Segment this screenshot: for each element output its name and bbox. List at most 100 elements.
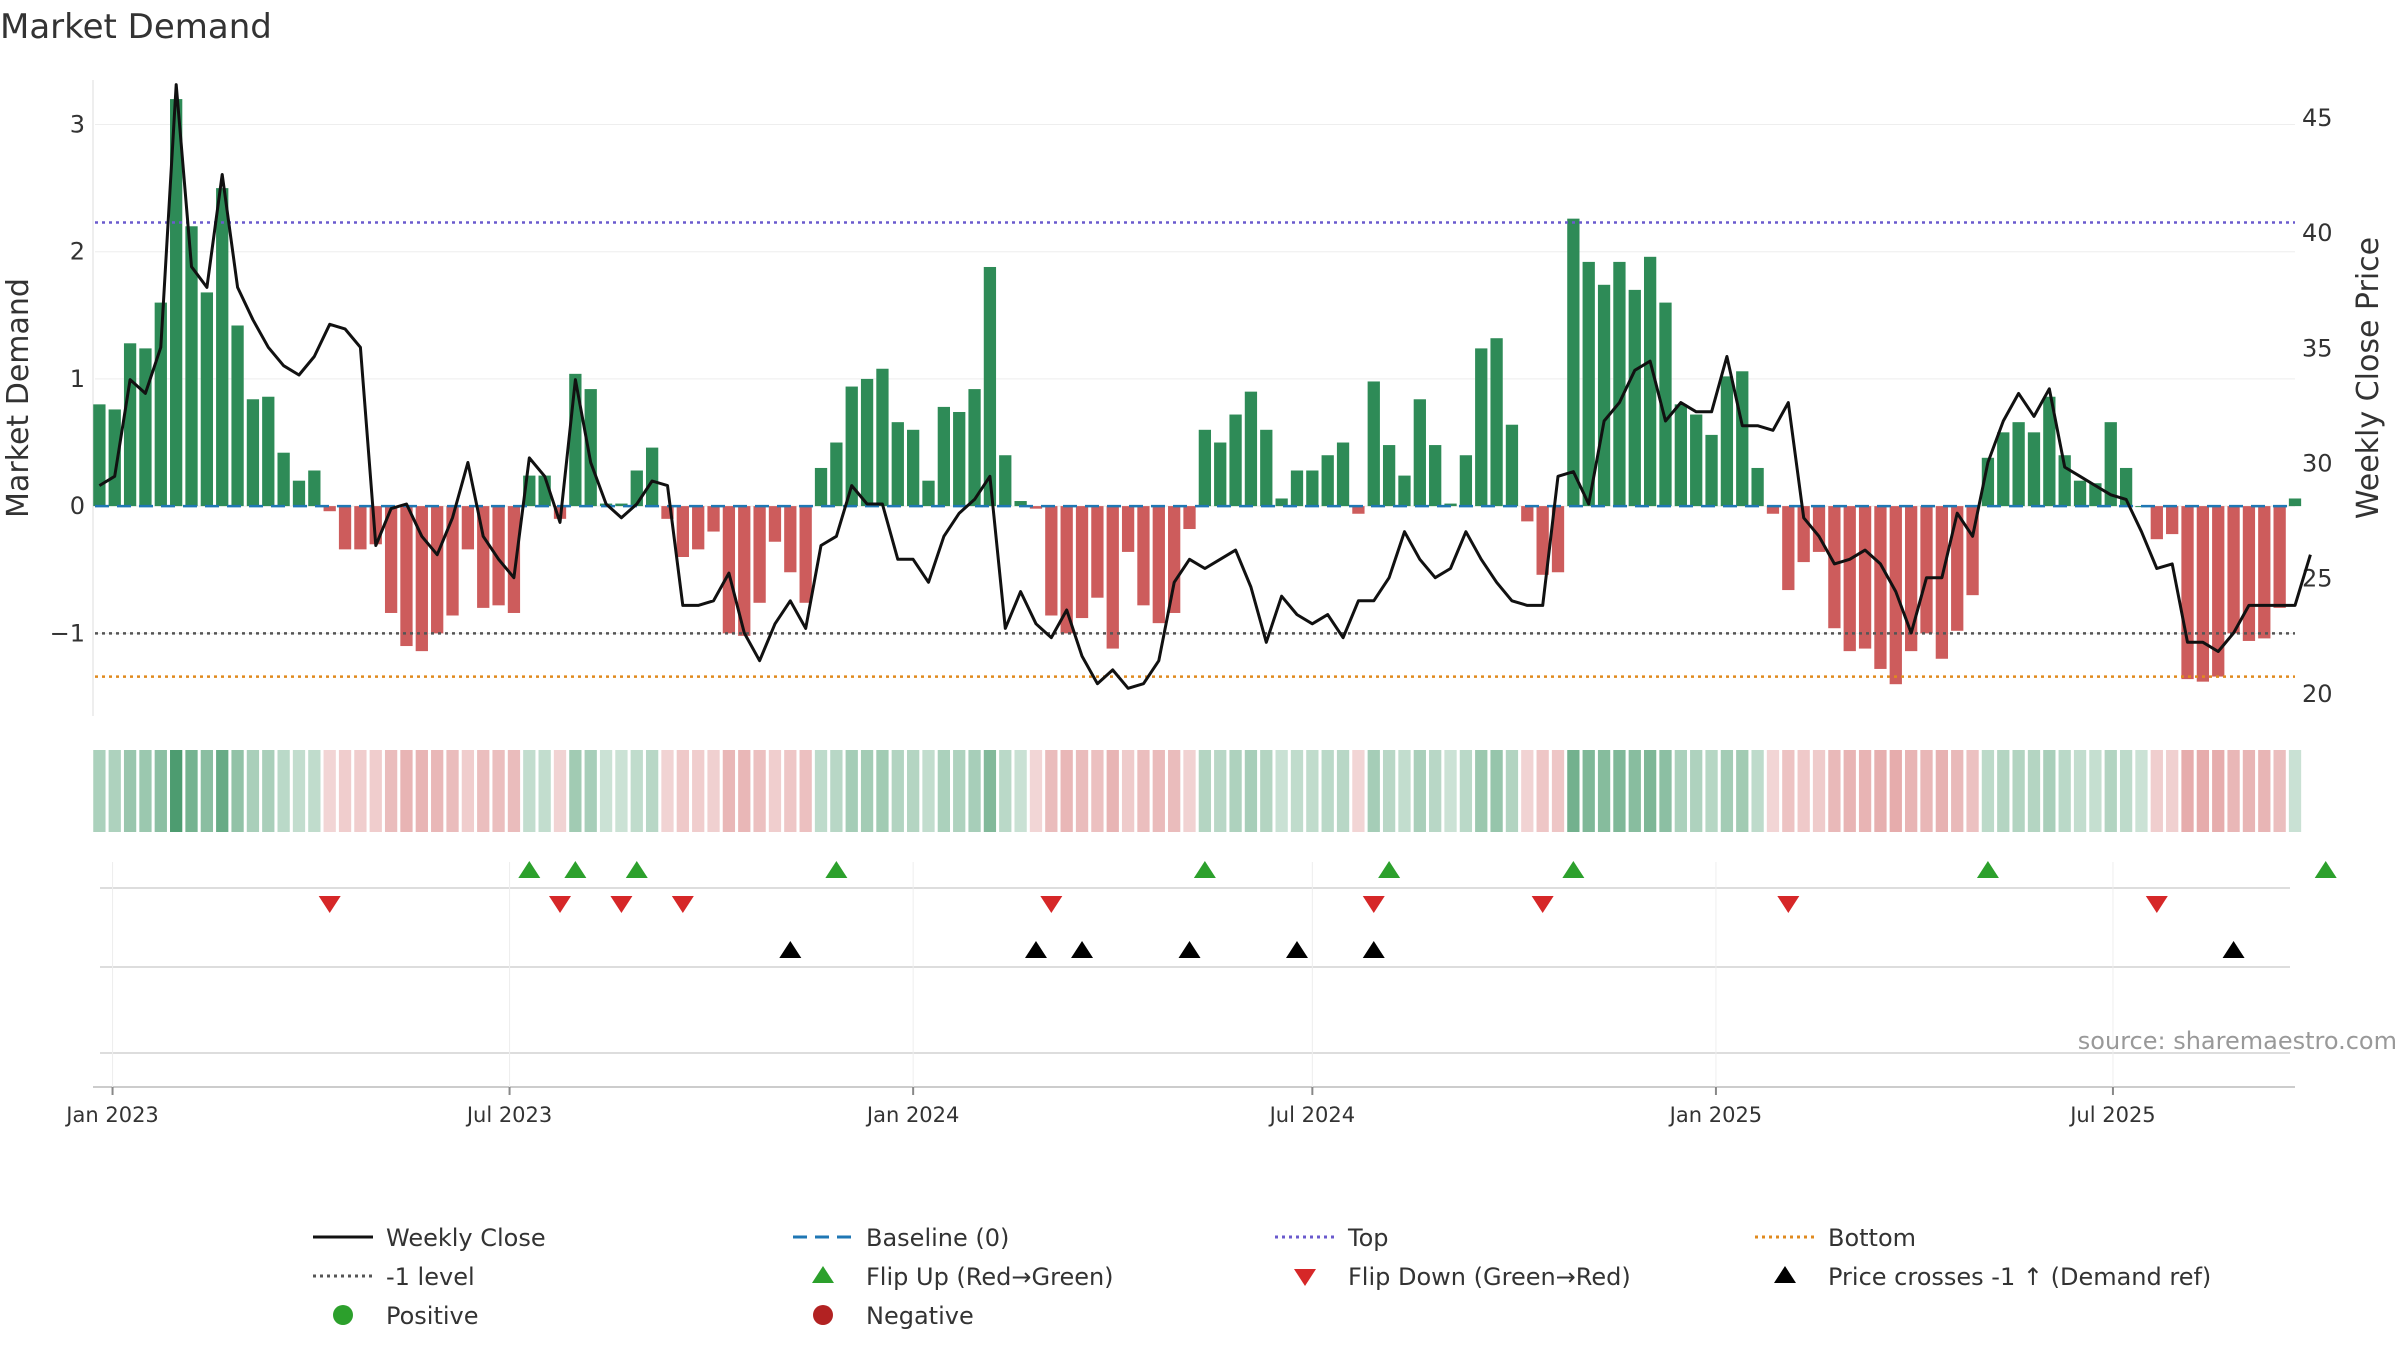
strip-cell — [891, 750, 904, 832]
demand-bar — [1229, 414, 1242, 507]
demand-bar — [676, 506, 689, 557]
strip-cell — [1429, 750, 1442, 832]
strip-cell — [937, 750, 950, 832]
strip-cell — [1137, 750, 1150, 832]
flip-down-marker — [671, 896, 694, 913]
strip-cell — [845, 750, 858, 832]
strip-cell — [707, 750, 720, 832]
strip-cell — [216, 750, 229, 832]
strip-cell — [1168, 750, 1181, 832]
price-cross-marker — [779, 941, 802, 958]
demand-bar — [1782, 506, 1795, 591]
demand-bar — [1920, 506, 1933, 634]
flip-up-marker — [564, 861, 587, 878]
demand-bar — [2043, 396, 2056, 507]
strip-cell — [154, 750, 167, 832]
demand-bar — [1106, 506, 1119, 649]
strip-cell — [1674, 750, 1687, 832]
demand-bar — [2012, 422, 2025, 507]
strip-cell — [1091, 750, 1104, 832]
strip-cell — [1398, 750, 1411, 832]
strip-cell — [461, 750, 475, 832]
strip-cell — [569, 750, 582, 832]
demand-bar — [400, 506, 413, 647]
demand-bar — [2150, 506, 2163, 540]
strip-cell — [2181, 750, 2194, 832]
strip-cell — [1889, 750, 1902, 832]
legend-item: Baseline (0) — [793, 1224, 1009, 1252]
strip-cell — [1659, 750, 1672, 832]
strip-cell — [768, 750, 782, 832]
demand-bar — [1643, 256, 1657, 507]
strip-cell — [1966, 750, 1979, 832]
strip-cell — [2104, 750, 2117, 832]
demand-bar — [768, 506, 782, 542]
demand-bar — [1214, 442, 1227, 507]
demand-bar — [2181, 506, 2194, 680]
flip-up-marker — [1562, 861, 1585, 878]
strip-cell — [384, 750, 398, 832]
legend-item: Weekly Close — [313, 1224, 546, 1252]
strip-cell — [1797, 750, 1810, 832]
demand-bar — [1751, 467, 1764, 507]
flip-down-marker — [2145, 896, 2168, 913]
strip-cell — [1014, 750, 1027, 832]
flip-up-marker — [2314, 861, 2337, 878]
strip-cell — [1981, 750, 1995, 832]
demand-bar — [1674, 404, 1687, 507]
strip-cell — [630, 750, 643, 832]
strip-cell — [922, 750, 935, 832]
legend-item: Flip Down (Green→Red) — [1294, 1263, 1631, 1291]
demand-bar — [891, 422, 904, 507]
demand-bar — [2212, 506, 2225, 677]
x-axis: Jan 2023 Jul 2023 Jan 2024 Jul 2024 Jan 2025… — [64, 1087, 2156, 1127]
price-cross-marker — [2222, 941, 2245, 958]
strip-cell — [2043, 750, 2056, 832]
legend-label: Weekly Close — [386, 1224, 546, 1252]
strip-cell — [1751, 750, 1764, 832]
strip-cell — [645, 750, 659, 832]
demand-bar — [1060, 506, 1073, 634]
strip-cell — [323, 750, 336, 832]
demand-bar — [1321, 455, 1334, 507]
demand-bar — [876, 368, 889, 507]
demand-bar — [922, 480, 935, 507]
legend-triangle-up — [1774, 1266, 1796, 1283]
strip-cell — [2288, 750, 2302, 832]
strip-cell — [369, 750, 382, 832]
strip-cell — [1782, 750, 1795, 832]
strip-cell — [185, 750, 198, 832]
y2-tick-label: 20 — [2302, 680, 2333, 708]
demand-bar — [2196, 506, 2210, 682]
strip-cell — [692, 750, 705, 832]
strip-cell — [1060, 750, 1073, 832]
strip-cell — [477, 750, 490, 832]
legend-triangle-down — [1294, 1269, 1316, 1286]
demand-bar — [753, 506, 766, 603]
strip-cell — [231, 750, 244, 832]
demand-bar — [1505, 424, 1519, 507]
demand-bar — [277, 452, 290, 507]
demand-bar — [507, 506, 521, 613]
legend-triangle-up — [812, 1266, 834, 1283]
flip-down-marker — [610, 896, 633, 913]
demand-bar — [1905, 506, 1918, 652]
strip-cell — [1214, 750, 1227, 832]
strip-cell — [139, 750, 152, 832]
strip-cell — [246, 750, 260, 832]
strip-cell — [415, 750, 428, 832]
demand-bar — [2073, 480, 2087, 507]
demand-bar — [630, 470, 643, 507]
strip-cell — [1874, 750, 1887, 832]
demand-bar — [1828, 506, 1841, 629]
x-tick-label: Jan 2023 — [64, 1103, 159, 1127]
demand-bar — [722, 506, 736, 634]
strip-cell — [1183, 750, 1196, 832]
demand-bar — [1766, 506, 1780, 514]
x-tick-label: Jul 2025 — [2068, 1103, 2155, 1127]
legend-label: -1 level — [386, 1263, 475, 1291]
legend-item: Bottom — [1755, 1224, 1916, 1252]
strip-cell — [2089, 750, 2102, 832]
demand-bar — [707, 506, 720, 532]
demand-bar — [1121, 506, 1135, 552]
